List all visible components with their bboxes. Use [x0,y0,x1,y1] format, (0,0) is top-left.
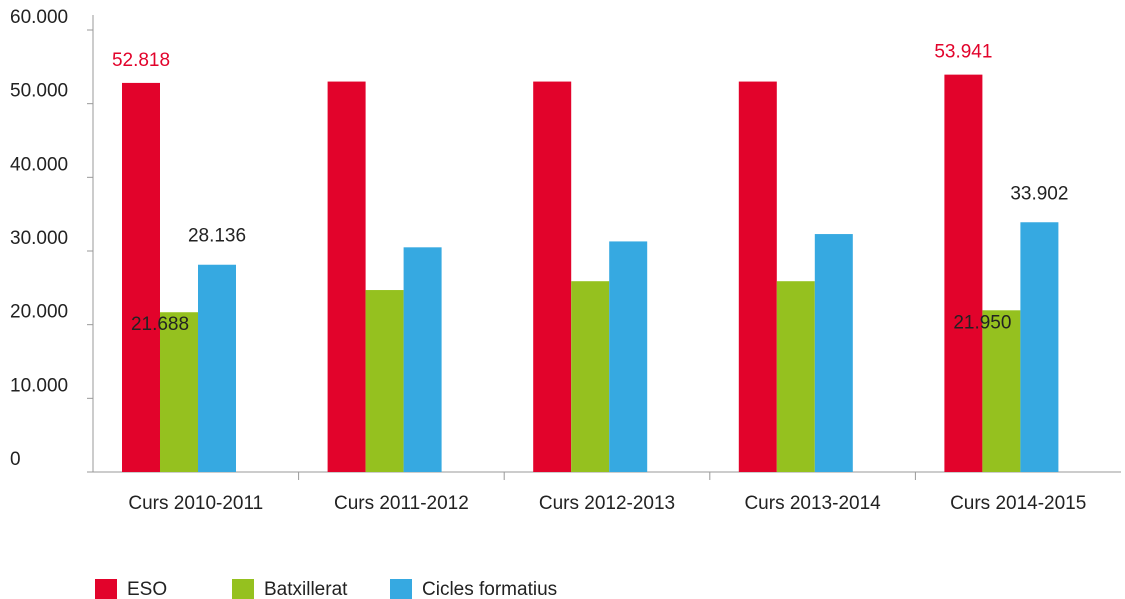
x-tick-label: Curs 2010-2011 [128,493,263,514]
bar [533,81,572,473]
bar [738,81,777,473]
bar [1020,222,1059,472]
y-tick-label: 50.000 [10,81,68,102]
legend-swatch [390,579,412,599]
value-label: 21.950 [953,312,1011,333]
bar [609,241,648,472]
bar [571,281,610,472]
legend-label: Batxillerat [264,579,348,599]
y-tick-label: 10.000 [10,375,68,396]
legend-swatch [95,579,117,599]
bar [776,281,815,472]
value-label: 52.818 [112,50,170,71]
y-tick-label: 20.000 [10,302,68,323]
legend-label: ESO [127,579,167,599]
x-tick-label: Curs 2013-2014 [744,493,881,514]
bar [327,81,366,473]
bar [365,290,404,472]
x-tick-label: Curs 2011-2012 [334,493,469,514]
legend-swatch [232,579,254,599]
bar [160,312,198,472]
y-tick-label: 0 [10,449,21,470]
x-tick-label: Curs 2014-2015 [950,493,1086,514]
bar [122,82,160,472]
bar [982,310,1021,472]
x-tick-label: Curs 2012-2013 [539,493,675,514]
bar [814,234,853,472]
value-label: 33.902 [1010,183,1068,204]
legend-label: Cicles formatius [422,579,557,599]
value-label: 21.688 [131,314,189,335]
y-tick-label: 40.000 [10,154,68,175]
y-tick-label: 30.000 [10,228,68,249]
value-label: 28.136 [188,226,246,247]
y-tick-label: 60.000 [10,7,68,28]
value-label: 53.941 [934,42,992,63]
bar [198,264,236,472]
bar [403,247,442,472]
bar [944,74,983,472]
